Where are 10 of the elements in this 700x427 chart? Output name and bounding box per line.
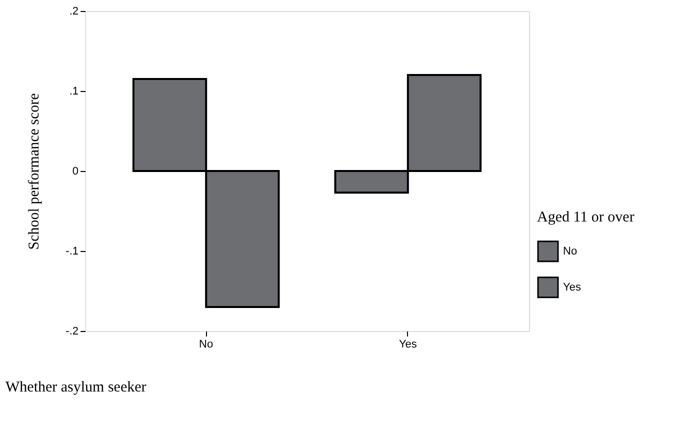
y-tick-label: -.2 <box>66 326 78 338</box>
y-tick-label: .1 <box>69 86 78 98</box>
legend-label: No <box>563 245 578 258</box>
y-tick-label: .2 <box>69 6 78 18</box>
y-tick-label: -.1 <box>66 246 78 258</box>
legend-title: Aged 11 or over <box>537 209 634 226</box>
y-axis-title: School performance score <box>26 92 43 250</box>
legend-label: Yes <box>563 281 582 294</box>
x-axis-title: Whether asylum seeker <box>6 380 146 396</box>
y-tick-label: 0 <box>72 166 78 178</box>
